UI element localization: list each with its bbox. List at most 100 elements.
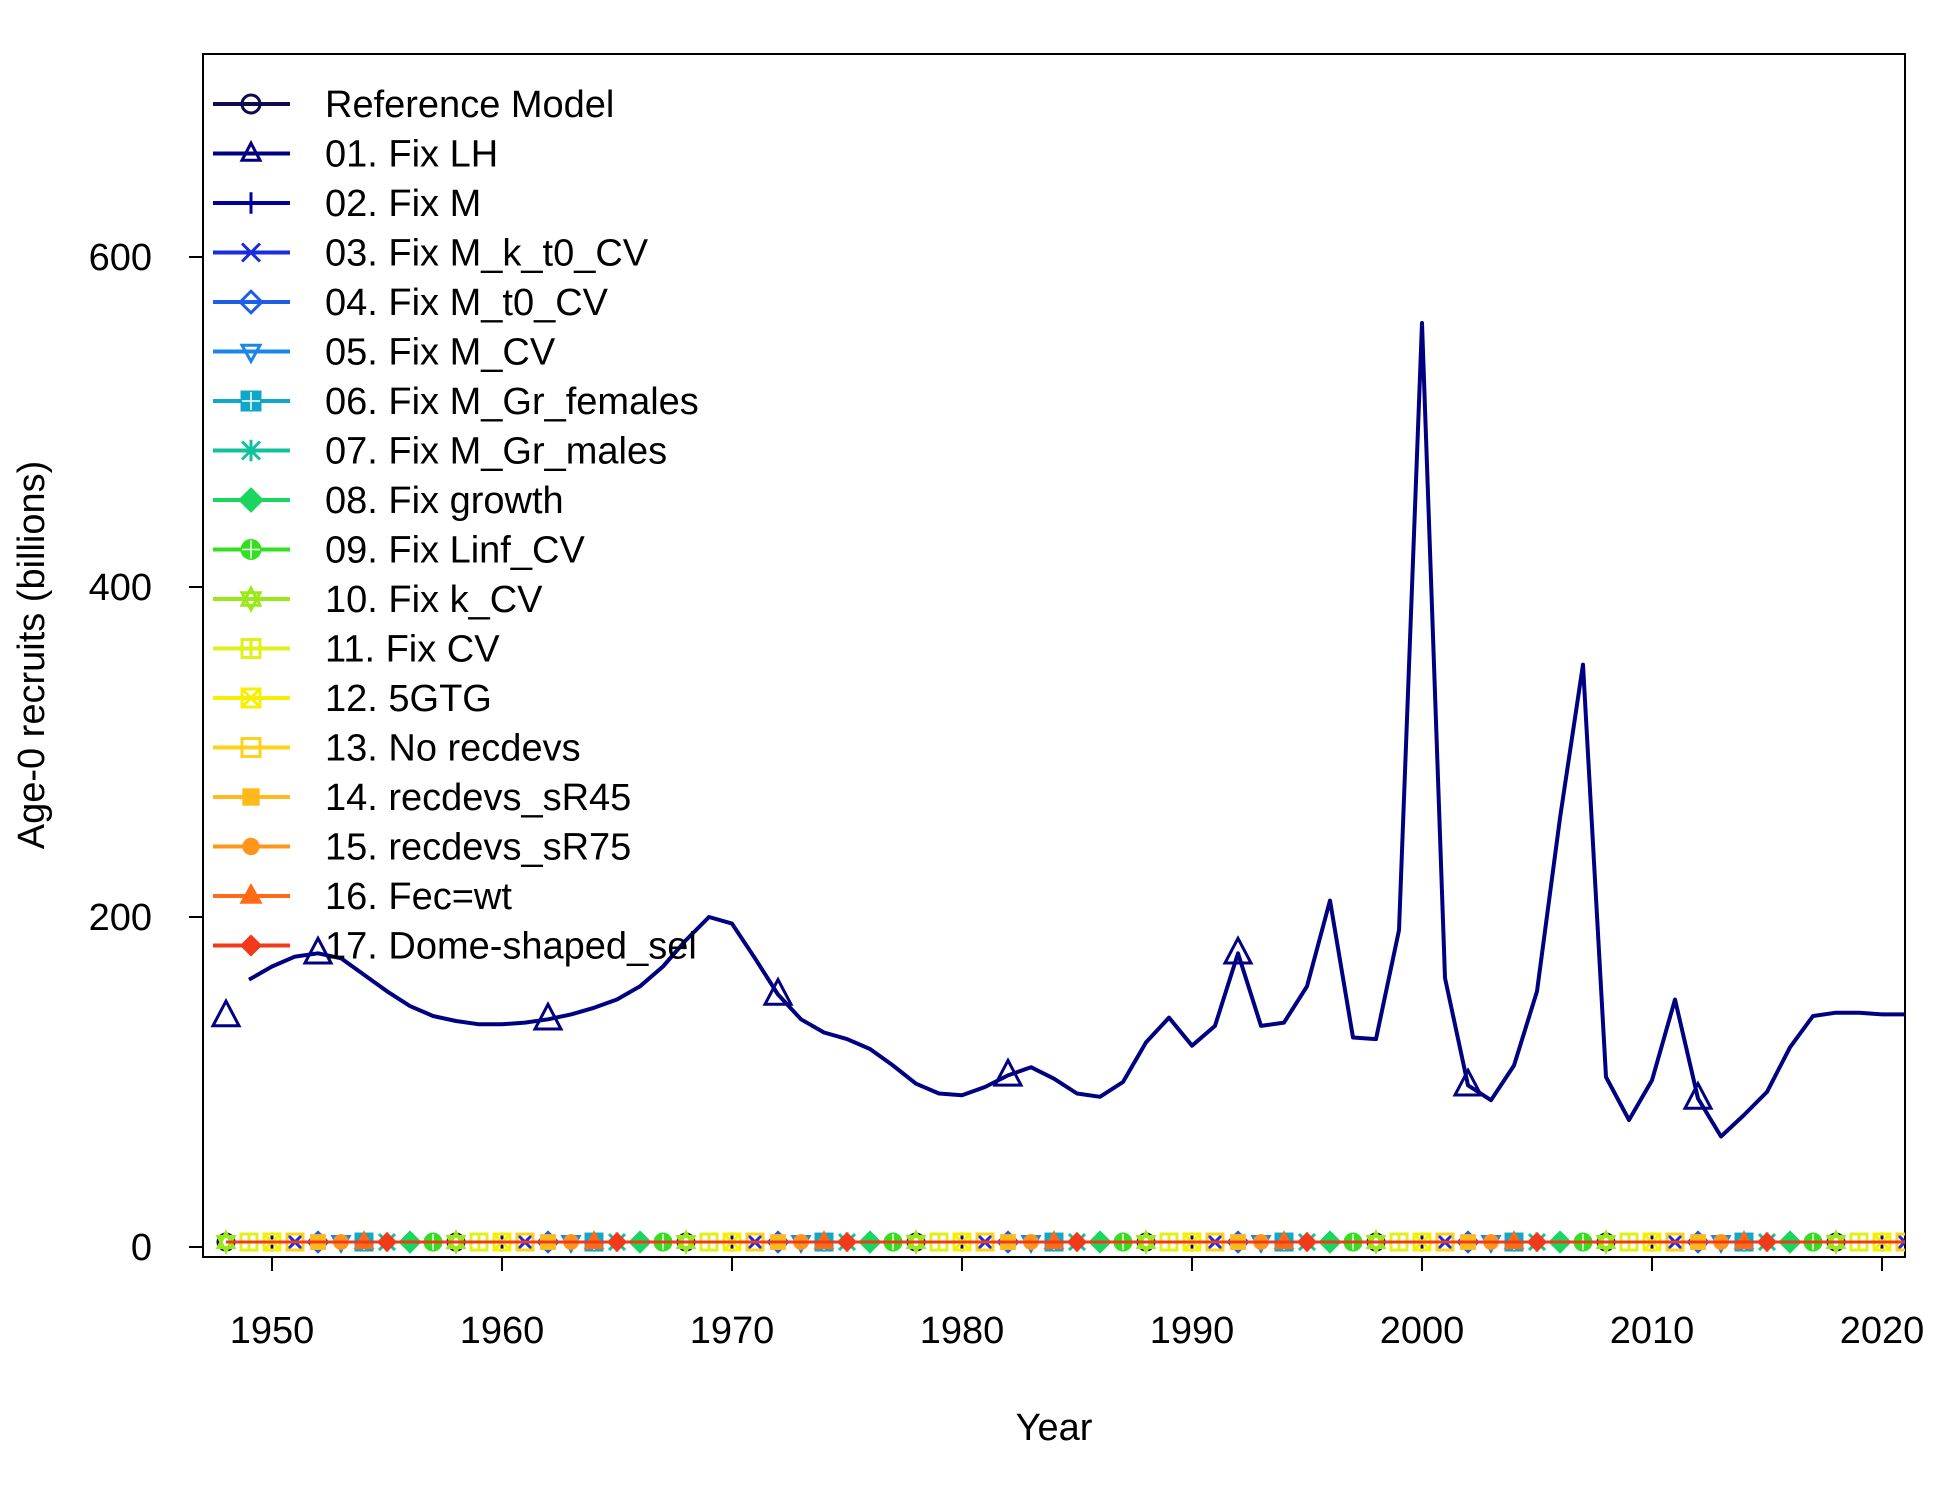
legend-entry: 15. recdevs_sR75 [213,827,631,869]
y-axis-label: Age-0 recruits (billions) [11,461,53,850]
legend-entry: 11. Fix CV [213,629,500,671]
legend-label: Reference Model [325,84,614,126]
x-axis: 1950 1960 1970 1980 1990 2000 2010 2020 [230,1256,1925,1352]
x-tick-label: 1990 [1150,1310,1235,1352]
x-tick-label: 1950 [230,1310,315,1352]
y-tick-label: 400 [89,567,152,609]
y-tick-label: 200 [89,897,152,939]
x-tick-label: 2020 [1840,1310,1925,1352]
series-marker [1043,1230,1065,1250]
legend-label: 01. Fix LH [325,134,498,176]
legend-entry: 03. Fix M_k_t0_CV [213,233,649,275]
series-marker [1452,1067,1484,1097]
series-marker [215,1229,237,1255]
series-marker [762,976,794,1006]
legend-entry: 16. Fec=wt [213,876,512,918]
series-marker [1895,1232,1905,1252]
series-marker [1365,1229,1387,1255]
legend-label: 10. Fix k_CV [325,579,543,621]
series-marker [240,687,262,709]
legend-entry: 02. Fix M [213,183,481,225]
series-marker [675,1229,697,1255]
legend-entry: 06. Fix M_Gr_females [213,381,699,423]
y-axis: 0 200 400 600 [89,237,204,1269]
legend-label: 11. Fix CV [325,629,500,671]
x-tick-label: 1960 [460,1310,545,1352]
series-marker [242,788,260,806]
series-marker [376,1231,398,1253]
series-marker [905,1229,927,1255]
legend-label: 05. Fix M_CV [325,332,556,374]
legend-label: 07. Fix M_Gr_males [325,431,667,473]
series-marker [240,687,262,709]
legend-entry: 14. recdevs_sR45 [213,777,631,819]
x-tick-label: 1980 [920,1310,1005,1352]
series-marker [992,1057,1024,1087]
series-marker [302,935,334,965]
series-marker [240,737,262,758]
legend-entry: 07. Fix M_Gr_males [213,431,667,473]
series-marker [242,392,260,410]
fix-lh-line [248,321,1905,1139]
legend-entry: 13. No recdevs [213,728,581,770]
series-marker [1273,1230,1295,1250]
series-marker [1682,1080,1714,1110]
series-marker [240,242,262,263]
series-marker [240,489,262,511]
legend-label: 04. Fix M_t0_CV [325,282,609,324]
series-marker [445,1229,467,1255]
legend-entry: 10. Fix k_CV [213,579,543,621]
legend-entry: 17. Dome-shaped_sel [213,926,697,968]
legend-entry: 12. 5GTG [213,678,492,720]
legend-entry: Reference Model [213,84,614,126]
series-marker [1135,1229,1157,1255]
series-marker [239,139,263,162]
legend-label: 13. No recdevs [325,728,581,770]
fix-lh-series [210,321,1905,1139]
y-tick-label: 0 [131,1227,152,1269]
legend-label: 16. Fec=wt [325,876,512,918]
series-marker [813,1230,835,1250]
series-marker [240,93,262,115]
legend-entry: 01. Fix LH [213,134,498,176]
series-marker [239,343,263,365]
y-tick-label: 600 [89,237,152,279]
series-marker [210,997,242,1028]
series-marker [239,934,263,957]
series-marker [583,1230,605,1250]
series-marker [240,439,262,462]
series-marker [242,639,260,658]
legend: Reference Model 01. Fix LH 02. Fix M 03. Fi… [213,84,699,968]
series-marker [606,1231,628,1253]
flat-series-group [215,1229,1905,1255]
series-marker [1066,1231,1088,1253]
series-17 [226,1231,1905,1253]
series-marker [239,883,263,904]
legend-entry: 09. Fix Linf_CV [213,530,585,572]
series-marker [1526,1231,1548,1253]
series-marker [1296,1231,1318,1253]
series-marker [353,1230,375,1250]
legend-label: 17. Dome-shaped_sel [325,926,697,968]
legend-label: 02. Fix M [325,183,481,225]
series-marker [1756,1231,1778,1253]
series-marker [1222,935,1254,965]
series-marker [1825,1229,1847,1255]
series-marker [242,837,260,856]
series-marker [836,1231,858,1253]
legend-label: 03. Fix M_k_t0_CV [325,233,649,275]
legend-entry: 08. Fix growth [213,480,564,522]
legend-label: 08. Fix growth [325,480,564,522]
series-marker [532,1001,564,1031]
series-marker [1733,1230,1755,1250]
x-tick-label: 1970 [690,1310,775,1352]
legend-label: 14. recdevs_sR45 [325,777,631,819]
legend-label: 12. 5GTG [325,678,492,720]
series-marker [1503,1230,1525,1250]
series-marker [239,584,263,614]
series-marker [240,192,262,214]
legend-label: 15. recdevs_sR75 [325,827,631,869]
legend-entry: 04. Fix M_t0_CV [213,282,609,324]
series-marker [238,289,264,315]
